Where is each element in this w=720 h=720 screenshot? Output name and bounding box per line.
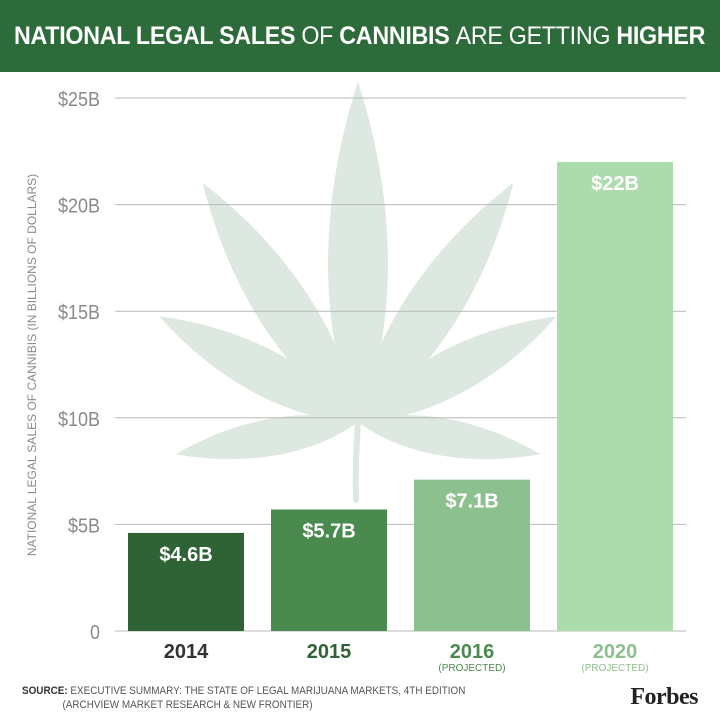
leaflet-5 (175, 415, 358, 460)
bar-2020 (557, 161, 673, 631)
leaflet-1 (202, 182, 358, 422)
bar-2016 (414, 479, 530, 631)
title-part: CANNIBIS (339, 21, 457, 50)
bar-2015 (271, 509, 387, 631)
bar-2014 (128, 532, 244, 631)
labels: $4.6B2014$5.7B2015$7.1B2016(PROJECTED)$2… (159, 173, 648, 674)
leaf-stem (352, 419, 361, 503)
category-note: (PROJECTED) (438, 663, 505, 674)
y-axis-label: NATIONAL LEGAL SALES OF CANNIBIS (IN BIL… (25, 174, 39, 556)
category-label: 2014 (164, 641, 209, 663)
category-note: (PROJECTED) (581, 663, 648, 674)
forbes-logo: Forbes (630, 684, 698, 710)
y-tick-label: $20B (58, 196, 100, 218)
data-label: $5.7B (302, 520, 355, 542)
category-label: 2016 (450, 641, 495, 663)
y-tick-label: $25B (58, 89, 100, 111)
title-part: HIGHER (616, 21, 706, 50)
cannabis-leaf-watermark (159, 82, 557, 503)
data-label: $7.1B (445, 491, 498, 513)
title-part: OF (301, 21, 340, 50)
leaflet-2 (358, 182, 514, 422)
y-tick-label: $15B (58, 302, 100, 324)
y-tick-label: $5B (68, 516, 100, 538)
leaflet-4 (358, 316, 557, 422)
bars (128, 161, 673, 631)
y-tick-label: 0 (90, 622, 100, 644)
leaflet-3 (159, 316, 358, 422)
header-banner: NATIONAL LEGAL SALES OF CANNIBIS ARE GET… (0, 0, 720, 72)
leaflet-0 (328, 82, 388, 422)
y-tick-label: $10B (58, 409, 100, 431)
chart-title: NATIONAL LEGAL SALES OF CANNIBIS ARE GET… (14, 22, 705, 51)
source-line-1: EXECUTIVE SUMMARY: THE STATE OF LEGAL MA… (67, 685, 466, 697)
y-axis-ticks: 0 $5B $10B $15B $20B $25B (58, 89, 100, 644)
category-label: 2020 (593, 641, 638, 663)
title-part: NATIONAL LEGAL SALES (14, 21, 302, 50)
leaflet-6 (358, 415, 541, 460)
data-label: $22B (591, 173, 639, 195)
source-label: SOURCE: (22, 685, 68, 697)
source-note: SOURCE: EXECUTIVE SUMMARY: THE STATE OF … (22, 684, 465, 712)
source-line-2: (ARCHVIEW MARKET RESEARCH & NEW FRONTIER… (62, 699, 313, 711)
title-part: ARE GETTING (456, 21, 617, 50)
category-label: 2015 (307, 641, 352, 663)
data-label: $4.6B (159, 544, 212, 566)
